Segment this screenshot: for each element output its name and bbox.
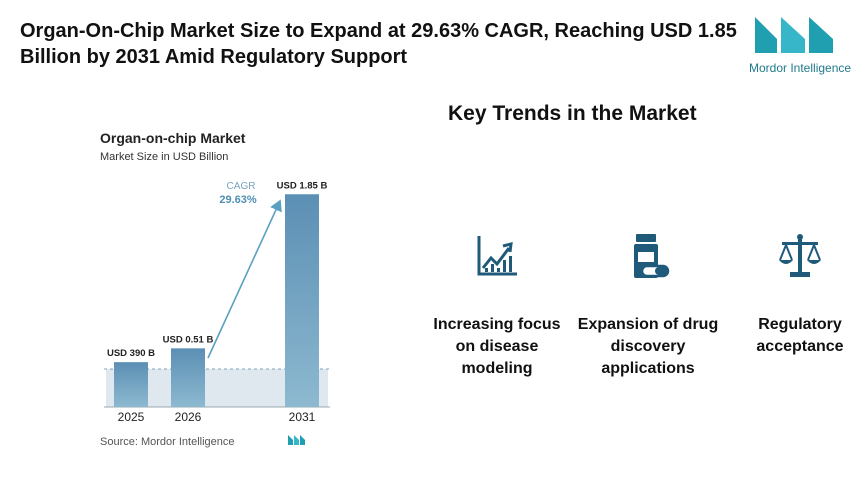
- cagr-value: 29.63%: [219, 194, 257, 206]
- brand-logo: Mordor Intelligence: [749, 13, 851, 83]
- bar-chart: USD 390 B 2025 USD 0.51 B 2026 USD 1.85 B 203…: [104, 180, 330, 424]
- x-tick-label-2031: 2031: [289, 410, 316, 424]
- trend-item-regulatory: Regulatory acceptance: [725, 232, 860, 358]
- bar-2031: [285, 194, 319, 407]
- x-tick-label-2025: 2025: [118, 410, 145, 424]
- page-headline: Organ-On-Chip Market Size to Expand at 2…: [20, 20, 737, 68]
- cagr-label: CAGR: [227, 181, 256, 192]
- data-label-2031: USD 1.85 B: [277, 180, 328, 191]
- trend-item-drug-discovery: Expansion of drug discovery applications: [573, 232, 723, 380]
- mordor-logo-icon: [755, 17, 833, 53]
- trend-item-disease-modeling: Increasing focus on disease modeling: [422, 232, 572, 380]
- cagr-arrow: [207, 199, 282, 359]
- trends-title: Key Trends in the Market: [448, 102, 697, 125]
- chart-source: Source: Mordor Intelligence: [100, 436, 235, 448]
- bar-2025: [114, 362, 148, 407]
- trend-label: Regulatory acceptance: [756, 316, 844, 355]
- trend-label: Increasing focus on disease modeling: [433, 316, 561, 377]
- scales-icon: [779, 234, 821, 277]
- data-label-2025: USD 390 B: [107, 348, 155, 359]
- chart-title: Organ-on-chip Market: [100, 130, 246, 146]
- trend-chart-icon: [477, 236, 517, 276]
- mordor-mini-logo-icon: [288, 435, 305, 445]
- chart-subtitle: Market Size in USD Billion: [100, 151, 229, 163]
- trend-label: Expansion of drug discovery applications: [577, 316, 719, 377]
- bar-2026: [171, 348, 205, 407]
- data-label-2026: USD 0.51 B: [163, 334, 214, 345]
- medicine-bottle-icon: [634, 234, 670, 278]
- x-tick-label-2026: 2026: [175, 410, 202, 424]
- brand-name: Mordor Intelligence: [749, 61, 852, 75]
